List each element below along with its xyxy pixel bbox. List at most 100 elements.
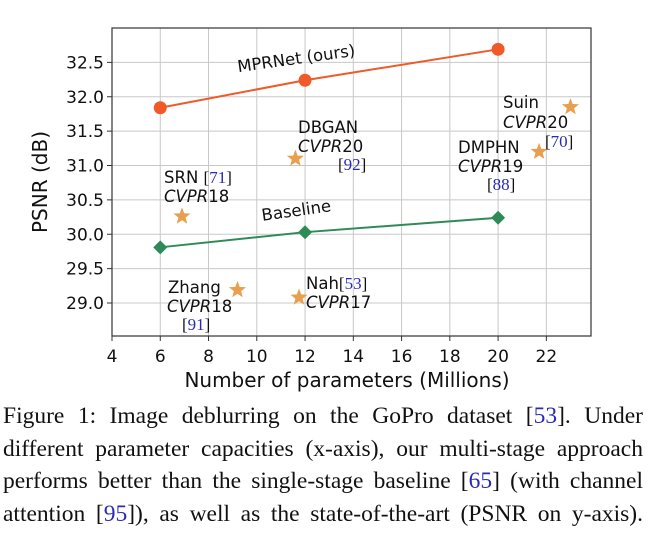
- venue-text: CVPR: [164, 187, 208, 206]
- citation-link[interactable]: 95: [103, 500, 128, 527]
- y-axis-label: PSNR (dB): [28, 131, 52, 233]
- x-tick-label: 22: [536, 347, 558, 367]
- caption-text: performs better than the single-stage ba…: [3, 468, 469, 494]
- citation-link[interactable]: 53: [533, 403, 558, 429]
- method-text: SRN: [164, 168, 204, 187]
- method-text: DMPHN: [458, 138, 520, 157]
- x-tick-label: 16: [391, 347, 413, 367]
- venue-text: CVPR: [503, 113, 547, 132]
- baseline-point: [153, 240, 168, 255]
- method-label-line: [92]: [338, 155, 366, 174]
- method-label-line: [70]: [545, 132, 573, 151]
- citation-ref: 91: [188, 315, 205, 334]
- caption-text: Figure 1: Image deblurring on the GoPro …: [3, 403, 534, 429]
- citation-ref: 88: [493, 175, 510, 194]
- y-tick-label: 29.5: [66, 260, 104, 280]
- caption-line: performs better than the single-stage ba…: [3, 465, 643, 498]
- method-label-line: [91]: [182, 315, 210, 334]
- ticks: 4 6 8 10 12 14 16 18 20 22 29.0 29.5 30.0 30.5 31.0 31.…: [66, 53, 557, 367]
- baseline-point: [491, 210, 506, 225]
- ref-bracket: [: [339, 274, 345, 293]
- method-label-line: Suin: [503, 93, 539, 112]
- series-line-baseline: [160, 216, 499, 249]
- method-text: Suin: [503, 93, 539, 112]
- method-label-line: Zhang: [168, 278, 221, 297]
- y-tick-label: 29.0: [66, 294, 104, 314]
- method-label-line: Nah[53]: [306, 274, 367, 293]
- method-star-point: [561, 98, 579, 115]
- citation-ref: 53: [345, 274, 362, 293]
- method-label-line: DMPHN: [458, 138, 520, 157]
- y-tick-label: 31.5: [66, 122, 104, 142]
- x-tick-label: 12: [294, 347, 316, 367]
- method-star-point: [228, 280, 246, 298]
- ref-bracket: [: [182, 315, 188, 334]
- method-star-point: [530, 142, 548, 159]
- mprnet-point: [491, 42, 505, 56]
- method-label-line: SRN [71]: [164, 168, 232, 187]
- x-tick-label: 20: [487, 347, 509, 367]
- method-star-point: [173, 207, 191, 224]
- x-tick-label: 8: [203, 347, 214, 367]
- method-star-point: [290, 288, 308, 305]
- series-label: Baseline: [260, 196, 332, 225]
- method-label-line: [88]: [487, 175, 515, 194]
- venue-text: CVPR: [298, 137, 342, 156]
- method-star-point: [286, 149, 304, 166]
- ref-bracket: [: [338, 155, 344, 174]
- x-axis-label: Number of parameters (Millions): [184, 368, 509, 392]
- caption-text: ]. Under: [557, 403, 643, 429]
- grid: [111, 28, 591, 336]
- ref-bracket: ]: [361, 155, 367, 174]
- series-label: MPRNet (ours): [236, 41, 356, 76]
- y-tick-label: 31.0: [66, 157, 104, 177]
- y-tick-label: 32.5: [66, 53, 104, 73]
- caption-text: ]), as well as the state-of-the-art (PSN…: [127, 500, 643, 527]
- method-text: 20: [547, 113, 568, 132]
- psnr-vs-params-chart: 4 6 8 10 12 14 16 18 20 22 29.0 29.5 30.0 30.5 31.0 31.…: [28, 27, 592, 392]
- plot-frame: [111, 27, 592, 337]
- citation-link[interactable]: 65: [468, 468, 493, 494]
- caption-line: different parameter capacities (x-axis),…: [3, 433, 643, 466]
- caption-line: Figure 1: Image deblurring on the GoPro …: [3, 400, 643, 433]
- ref-bracket: [: [545, 132, 551, 151]
- ref-bracket: ]: [226, 168, 232, 187]
- baseline-point: [298, 225, 313, 240]
- y-tick-label: 30.5: [66, 191, 104, 211]
- method-text: 17: [350, 293, 371, 312]
- method-text: 19: [502, 157, 523, 176]
- mprnet-point: [298, 73, 312, 87]
- method-text: Nah: [306, 274, 339, 293]
- ref-bracket: ]: [510, 175, 516, 194]
- caption-text: attention [: [3, 500, 104, 527]
- method-text: 18: [211, 297, 232, 316]
- annotations: SRN [71]CVPR18DBGANCVPR20[92]DMPHNCVPR19…: [164, 93, 579, 334]
- figure-caption: Figure 1: Image deblurring on the GoPro …: [3, 400, 643, 530]
- x-tick-label: 4: [107, 347, 118, 367]
- x-tick-label: 18: [439, 347, 461, 367]
- method-label-line: DBGAN: [298, 118, 358, 137]
- venue-text: CVPR: [167, 297, 211, 316]
- y-tick-label: 32.0: [66, 88, 104, 108]
- citation-ref: 92: [344, 155, 361, 174]
- x-tick-label: 14: [342, 347, 364, 367]
- ref-bracket: ]: [568, 132, 574, 151]
- ref-bracket: [: [487, 175, 493, 194]
- ref-bracket: [: [204, 168, 210, 187]
- method-label-line: CVPR17: [306, 293, 371, 312]
- citation-ref: 71: [209, 168, 226, 187]
- caption-text: different parameter capacities (x-axis),…: [3, 435, 643, 462]
- ref-bracket: ]: [362, 274, 368, 293]
- ref-bracket: ]: [205, 315, 211, 334]
- venue-text: CVPR: [458, 157, 502, 176]
- venue-text: CVPR: [306, 293, 350, 312]
- method-label-line: CVPR20: [298, 137, 363, 156]
- method-label-line: CVPR18: [164, 187, 229, 206]
- x-tick-label: 6: [155, 347, 166, 367]
- method-text: Zhang: [168, 278, 221, 297]
- method-text: DBGAN: [298, 118, 358, 137]
- method-label-line: CVPR20: [503, 113, 568, 132]
- method-text: 18: [208, 187, 229, 206]
- citation-ref: 70: [551, 132, 568, 151]
- mprnet-point: [153, 101, 167, 115]
